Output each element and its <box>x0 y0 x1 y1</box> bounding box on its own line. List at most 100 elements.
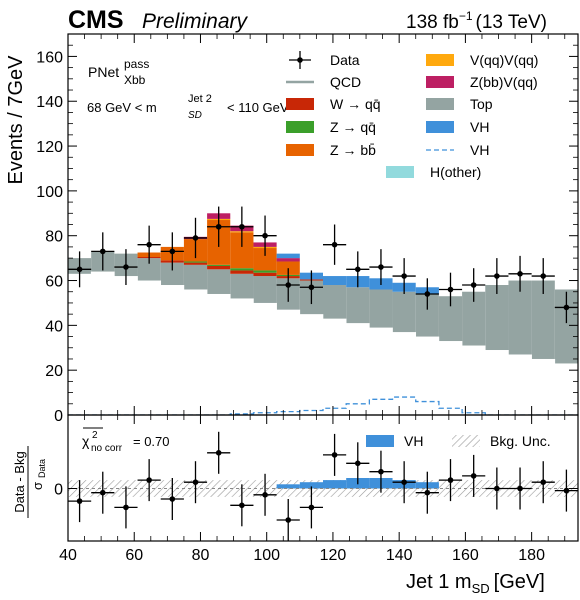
band-cutout-7 <box>229 298 254 415</box>
tagger-label: PNet <box>88 64 119 80</box>
bar-wqq-8 <box>253 272 277 277</box>
legend-5-label: Top <box>470 96 493 112</box>
ratio-ylabel-den-main: σ <box>30 482 45 490</box>
bar-wqq-5 <box>183 262 208 265</box>
legend-0-label: Data <box>330 52 360 68</box>
ratio-point-8 <box>262 492 268 498</box>
legend-7-label: VH <box>470 119 489 135</box>
ratio-point-5 <box>192 479 199 486</box>
data-point-12 <box>354 266 361 273</box>
band-cutout-2 <box>114 276 138 415</box>
legend-6-swatch <box>286 121 314 133</box>
band-cutout-1 <box>90 271 115 415</box>
x-axis-title: Jet 1 mSD [GeV] <box>406 571 545 596</box>
data-point-21 <box>563 304 570 311</box>
data-point-8 <box>262 232 268 239</box>
ratio-point-21 <box>563 487 570 494</box>
ytick-label-20: 20 <box>45 363 63 380</box>
ratio-point-14 <box>401 479 407 486</box>
data-point-7 <box>239 223 245 230</box>
main-overlay-layer <box>68 206 578 415</box>
data-point-6 <box>215 223 222 230</box>
data-point-9 <box>285 282 292 288</box>
bar-vh-9 <box>276 253 300 259</box>
data-point-15 <box>424 291 431 297</box>
data-point-10 <box>308 284 315 291</box>
ratio-point-3 <box>146 477 152 483</box>
data-point-5 <box>192 235 199 241</box>
band-cutout-21 <box>554 363 578 415</box>
ratio-legend: VH Bkg. Unc. <box>366 433 551 449</box>
mass-window-sub: SD <box>188 110 202 121</box>
ratio-vh-9 <box>276 484 300 489</box>
lumi-value: 138 fb <box>406 12 459 33</box>
tagger-sub: Xbb <box>124 73 146 87</box>
status-label: Preliminary <box>142 10 249 33</box>
chi2-value: = 0.70 <box>133 434 170 449</box>
data-point-13 <box>378 264 384 270</box>
bar-wqq-6 <box>207 265 231 270</box>
data-point-14 <box>401 273 407 279</box>
ratio-legend-1-label: Bkg. Unc. <box>490 433 551 449</box>
x-axis-title-sub: SD <box>472 581 490 596</box>
ratio-point-10 <box>308 504 315 511</box>
bar-zqq-7 <box>230 268 254 271</box>
ratio-point-1 <box>99 489 106 496</box>
ratio-histogram-layer <box>68 478 578 497</box>
x-axis-title-main: Jet 1 m <box>406 571 472 593</box>
data-point-11 <box>331 241 338 248</box>
ratio-point-11 <box>331 452 338 458</box>
legend-9-label: VH <box>470 142 489 158</box>
ratio-point-6 <box>215 450 222 456</box>
legend-10-label: H(other) <box>430 164 481 180</box>
legend-2-label: QCD <box>330 74 361 90</box>
bar-vh-11 <box>323 276 347 286</box>
data-point-1 <box>99 248 106 255</box>
legend-6-label: Z → qq̄ <box>330 119 376 135</box>
band-cutout-11 <box>322 318 347 415</box>
ratio-point-20 <box>540 479 547 486</box>
ratio-vh-11 <box>323 480 347 489</box>
ratio-ytick-label-0: 0 <box>54 482 63 499</box>
legend-3-label: Z(bb)V(qq) <box>470 74 538 90</box>
chi2-sup: 2 <box>92 430 98 441</box>
legend-4-swatch <box>286 98 314 110</box>
ratio-point-12 <box>354 460 361 467</box>
bar-zqq-6 <box>207 264 231 266</box>
band-cutout-13 <box>369 327 393 415</box>
ratio-point-15 <box>424 489 431 496</box>
data-point-3 <box>146 241 152 248</box>
legend-7-swatch <box>426 121 454 133</box>
band-cutout-8 <box>253 302 277 415</box>
lumi-label: 138 fb−1 (13 TeV) <box>406 9 547 33</box>
vh-dashed-line <box>68 396 578 415</box>
ratio-point-19 <box>517 485 523 492</box>
ytick-label-100: 100 <box>36 184 63 201</box>
ytick-label-80: 80 <box>45 229 63 246</box>
tagger-main: PNet <box>88 64 119 80</box>
tagger-sup: pass <box>124 57 149 71</box>
legend-3-swatch <box>426 76 454 88</box>
data-point-19 <box>517 271 523 277</box>
band-cutout-5 <box>183 289 208 415</box>
x-axis-title-unit: [GeV] <box>494 571 545 593</box>
legend-8-swatch <box>286 144 314 156</box>
ratio-point-9 <box>285 517 292 523</box>
ratio-point-17 <box>470 473 477 479</box>
lumi-exponent: −1 <box>459 9 473 23</box>
ratio-y-axis-title: Data - Bkg σ Data <box>12 446 47 518</box>
band-cutout-15 <box>415 336 440 415</box>
band-cutout-4 <box>160 285 185 415</box>
ratio-point-16 <box>447 477 454 483</box>
bar-zbbvqq-9 <box>276 258 300 262</box>
xtick-label-120: 120 <box>320 547 347 564</box>
band-cutout-9 <box>276 309 301 415</box>
xtick-label-180: 180 <box>518 547 545 564</box>
energy-label: (13 TeV) <box>476 12 547 33</box>
bar-zbb-7 <box>230 232 254 269</box>
chi2-sub: no corr <box>91 443 123 454</box>
bar-zqq-8 <box>253 270 277 273</box>
ratio-point-13 <box>378 468 384 475</box>
main-histogram-layer <box>68 213 578 415</box>
legend-0-marker <box>297 57 303 63</box>
